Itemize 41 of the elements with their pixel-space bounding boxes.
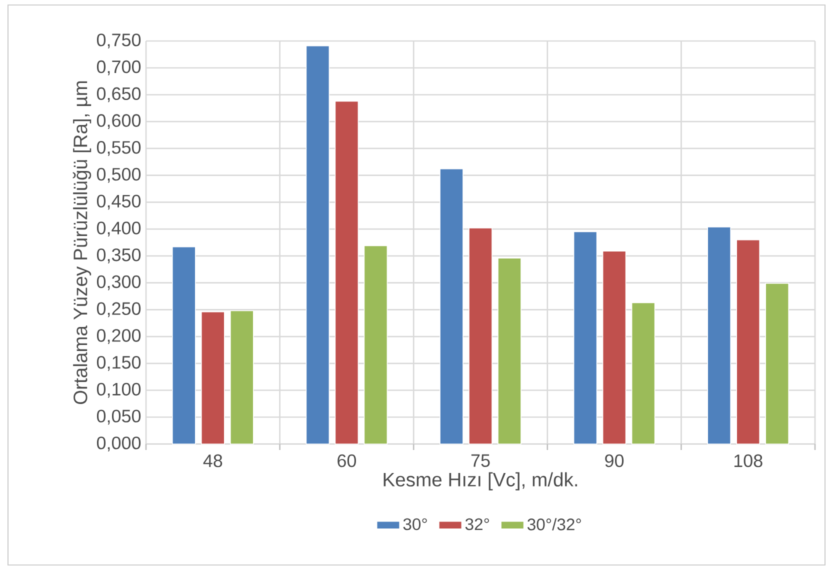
y-tick-label: 0,400 — [96, 222, 141, 236]
bar — [334, 100, 359, 444]
bar — [201, 311, 225, 444]
bar — [573, 231, 598, 444]
y-tick-label: 0,050 — [96, 410, 141, 425]
y-tick-label: 0,500 — [96, 168, 141, 183]
bar — [765, 282, 789, 444]
x-tick-label: 90 — [605, 454, 624, 468]
bar — [306, 45, 330, 444]
y-tick-label: 0,450 — [96, 194, 141, 210]
y-tick-label: 0,150 — [96, 356, 141, 371]
bar — [736, 239, 760, 444]
y-tick-label: 0,600 — [96, 114, 141, 130]
x-tick-label: 75 — [471, 454, 490, 467]
y-tick-label: 0,200 — [96, 329, 141, 344]
bar — [631, 302, 656, 444]
y-tick-label: 0,650 — [96, 87, 141, 102]
legend-label: 32° — [465, 518, 489, 530]
legend-label: 30° — [403, 518, 427, 530]
y-tick-label: 0,550 — [96, 141, 141, 156]
bar — [602, 250, 626, 444]
legend-label: 30°/32° — [527, 518, 581, 530]
x-tick-label: 48 — [203, 454, 222, 468]
bar — [498, 258, 522, 444]
y-tick-label: 0,100 — [96, 382, 141, 398]
y-tick-label: 0,350 — [96, 248, 141, 264]
bar — [230, 310, 254, 444]
bar — [172, 246, 196, 444]
x-axis-title: Kesme Hızı [Vc], m/dk. — [384, 472, 578, 490]
y-tick-label: 0,250 — [96, 302, 141, 318]
bar — [364, 245, 388, 444]
y-axis-title: Ortalama Yüzey Pürüzlülüğü [Ra], µm — [72, 81, 92, 404]
x-tick-label: 108 — [734, 454, 762, 468]
bar — [440, 168, 464, 444]
y-tick-label: 0,750 — [96, 34, 141, 48]
x-tick-label: 60 — [338, 454, 356, 468]
bar — [468, 228, 492, 444]
y-tick-label: 0,000 — [96, 436, 141, 452]
bar — [707, 226, 732, 444]
y-tick-label: 0,300 — [96, 275, 141, 290]
y-tick-label: 0,700 — [96, 60, 141, 76]
